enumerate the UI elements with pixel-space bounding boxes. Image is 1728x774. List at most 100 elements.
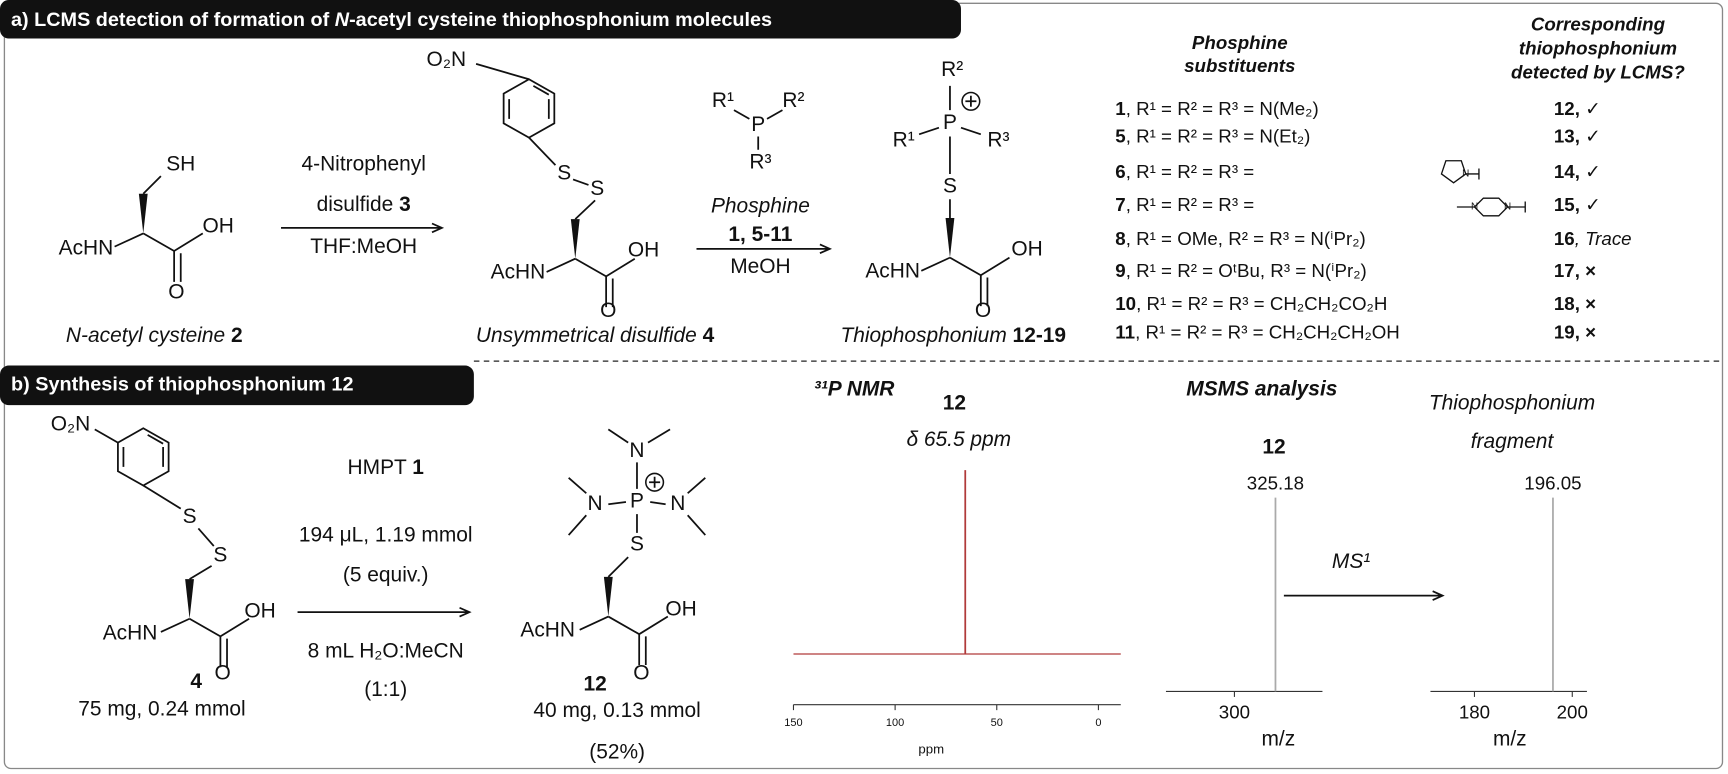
label: Corresponding [1531, 13, 1666, 34]
label: 4 [190, 670, 202, 693]
label-part: 4 [703, 323, 715, 346]
arrow [281, 222, 445, 234]
label-part: disulfide [317, 192, 400, 215]
label: δ 65.5 ppm [906, 428, 1011, 451]
product-id: 12, [1554, 98, 1580, 119]
label: (5 equiv.) [343, 563, 429, 586]
label: N [1471, 202, 1478, 213]
label: N [629, 439, 644, 462]
label: 12 [1262, 436, 1285, 459]
label: OH [628, 239, 659, 262]
label-part: 2 [231, 323, 243, 346]
substituents: , R¹ = R² = R³ = [1126, 161, 1255, 182]
group: 1, R¹ = R² = R³ = N(Me₂) 12, ✓5, R¹ = R² … [1115, 98, 1631, 342]
result: , ✓ [1575, 126, 1601, 147]
compound-id: 11 [1115, 322, 1135, 343]
result: , × [1575, 293, 1596, 314]
table-result: 13, ✓ [1554, 126, 1601, 147]
compound-id: 9 [1115, 260, 1125, 281]
ring [185, 579, 194, 619]
product-id: 17 [1554, 260, 1575, 281]
label-part: Unsymmetrical disulfide [476, 323, 703, 346]
bond [918, 85, 1010, 307]
label: (1:1) [364, 678, 407, 701]
spectrum: 180 200 m/z 196.05 [1430, 472, 1588, 750]
label: N [588, 492, 603, 515]
label: N [670, 492, 685, 515]
label: N [1504, 202, 1511, 213]
label: disulfide 3 [317, 192, 411, 215]
label: MS¹ [1332, 550, 1370, 573]
spectrum: 150 100 50 0 ppm [784, 470, 1121, 756]
label-part: 3 [399, 192, 411, 215]
table-result: 17, × [1554, 260, 1596, 281]
label: R³ [749, 150, 771, 173]
bond [475, 63, 636, 308]
arrow [696, 243, 833, 255]
label: HMPT 1 [348, 455, 425, 478]
product-id: 15 [1554, 194, 1575, 215]
product-id: 16 [1554, 228, 1575, 249]
bond [114, 175, 204, 282]
label: AcHN [865, 259, 920, 282]
molecule-disulfide: O₂N S S AcHN OH O [427, 48, 660, 322]
table-row: 6, R¹ = R² = R³ = [1115, 161, 1254, 182]
label: fragment [1471, 430, 1555, 453]
compound-id: 5 [1115, 126, 1125, 147]
spectrum: 300 m/z 325.18 [1165, 472, 1323, 750]
label: S [943, 175, 957, 198]
bond [649, 476, 661, 488]
label: Unsymmetrical disulfide 4 [476, 323, 715, 346]
molecule-thiophosphonium: R² P R¹ R³ S AcHN OH O [865, 58, 1042, 322]
label-part: N-acetyl cysteine [66, 323, 231, 346]
label: 12 [583, 672, 606, 695]
bond [1465, 168, 1480, 180]
label: 4-Nitrophenyl [301, 153, 425, 176]
product-id: 14 [1554, 161, 1575, 182]
molecule-disulfide: O₂N S S AcHN OH O [51, 413, 276, 685]
substituents: , R¹ = OMe, R² = R³ = N(ⁱPr₂) [1126, 228, 1366, 249]
label: OH [244, 600, 275, 623]
label: O [975, 299, 991, 322]
result: ✓ [1580, 98, 1601, 119]
label: OH [203, 214, 234, 237]
table-row: 8, R¹ = OMe, R² = R³ = N(ⁱPr₂) [1115, 228, 1365, 249]
label-part: Thiophosphonium [840, 323, 1012, 346]
molecule-nac: SH AcHN OH O [59, 153, 234, 304]
label-part: a) LCMS detection of formation of [11, 9, 335, 31]
compound-id: 7 [1115, 194, 1125, 215]
label: thiophosphonium [1519, 37, 1677, 58]
ring [945, 217, 955, 258]
table-row: 10, R¹ = R² = R³ = CH₂CH₂CO₂H [1115, 293, 1387, 314]
label: substituents [1184, 55, 1295, 76]
label: S [557, 161, 571, 184]
axis-label: m/z [1262, 727, 1296, 750]
label: 75 mg, 0.24 mmol [78, 698, 245, 721]
header-bg [0, 0, 961, 39]
table-result: 15, ✓ [1554, 194, 1601, 215]
peak-label: 325.18 [1247, 472, 1304, 493]
label: THF:MeOH [310, 235, 417, 258]
charge [961, 91, 981, 111]
substituents: , R¹ = R² = R³ = N(Me₂) [1126, 98, 1319, 119]
tick-label: 180 [1459, 701, 1490, 722]
bond [567, 428, 706, 666]
axis-label: m/z [1493, 727, 1527, 750]
axis-label: ppm [918, 741, 944, 756]
tick-label: 300 [1219, 701, 1250, 722]
label: OH [1011, 237, 1042, 260]
label-part: 12-19 [1013, 323, 1067, 346]
charge [645, 472, 665, 492]
label: S [590, 177, 604, 200]
ring [1440, 160, 1467, 184]
label: 12 [943, 392, 966, 415]
product-id: 19 [1554, 322, 1575, 343]
label: Phosphine [711, 195, 810, 218]
arrow [1283, 590, 1445, 601]
table-row: 7, R¹ = R² = R³ = [1115, 194, 1254, 215]
product-id: 18 [1554, 293, 1575, 314]
label: R¹ [712, 89, 734, 112]
label: R² [782, 89, 804, 112]
label-part: 1 [412, 455, 424, 478]
substituents: , R¹ = R² = OᵗBu, R³ = N(ⁱPr₂) [1126, 260, 1367, 281]
